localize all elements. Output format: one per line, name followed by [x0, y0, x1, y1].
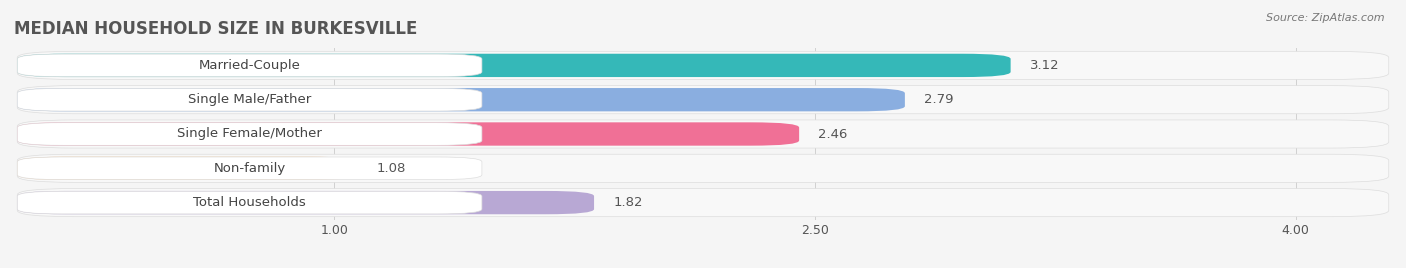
- FancyBboxPatch shape: [17, 120, 1389, 148]
- FancyBboxPatch shape: [17, 154, 1389, 182]
- FancyBboxPatch shape: [17, 191, 482, 214]
- Text: Source: ZipAtlas.com: Source: ZipAtlas.com: [1267, 13, 1385, 23]
- Text: 3.12: 3.12: [1029, 59, 1060, 72]
- FancyBboxPatch shape: [17, 88, 482, 111]
- FancyBboxPatch shape: [17, 157, 482, 180]
- FancyBboxPatch shape: [17, 191, 595, 214]
- Text: Non-family: Non-family: [214, 162, 285, 175]
- FancyBboxPatch shape: [17, 189, 1389, 217]
- Text: Married-Couple: Married-Couple: [198, 59, 301, 72]
- FancyBboxPatch shape: [17, 86, 1389, 114]
- Text: Single Female/Mother: Single Female/Mother: [177, 128, 322, 140]
- Text: 1.82: 1.82: [613, 196, 643, 209]
- Text: Single Male/Father: Single Male/Father: [188, 93, 311, 106]
- FancyBboxPatch shape: [17, 122, 799, 146]
- FancyBboxPatch shape: [17, 88, 905, 111]
- Text: 1.08: 1.08: [377, 162, 405, 175]
- FancyBboxPatch shape: [17, 54, 1011, 77]
- FancyBboxPatch shape: [17, 54, 482, 77]
- Text: 2.46: 2.46: [818, 128, 848, 140]
- FancyBboxPatch shape: [17, 157, 357, 180]
- Text: MEDIAN HOUSEHOLD SIZE IN BURKESVILLE: MEDIAN HOUSEHOLD SIZE IN BURKESVILLE: [14, 20, 418, 38]
- Text: Total Households: Total Households: [193, 196, 307, 209]
- Text: 2.79: 2.79: [924, 93, 953, 106]
- FancyBboxPatch shape: [17, 51, 1389, 79]
- FancyBboxPatch shape: [17, 123, 482, 145]
